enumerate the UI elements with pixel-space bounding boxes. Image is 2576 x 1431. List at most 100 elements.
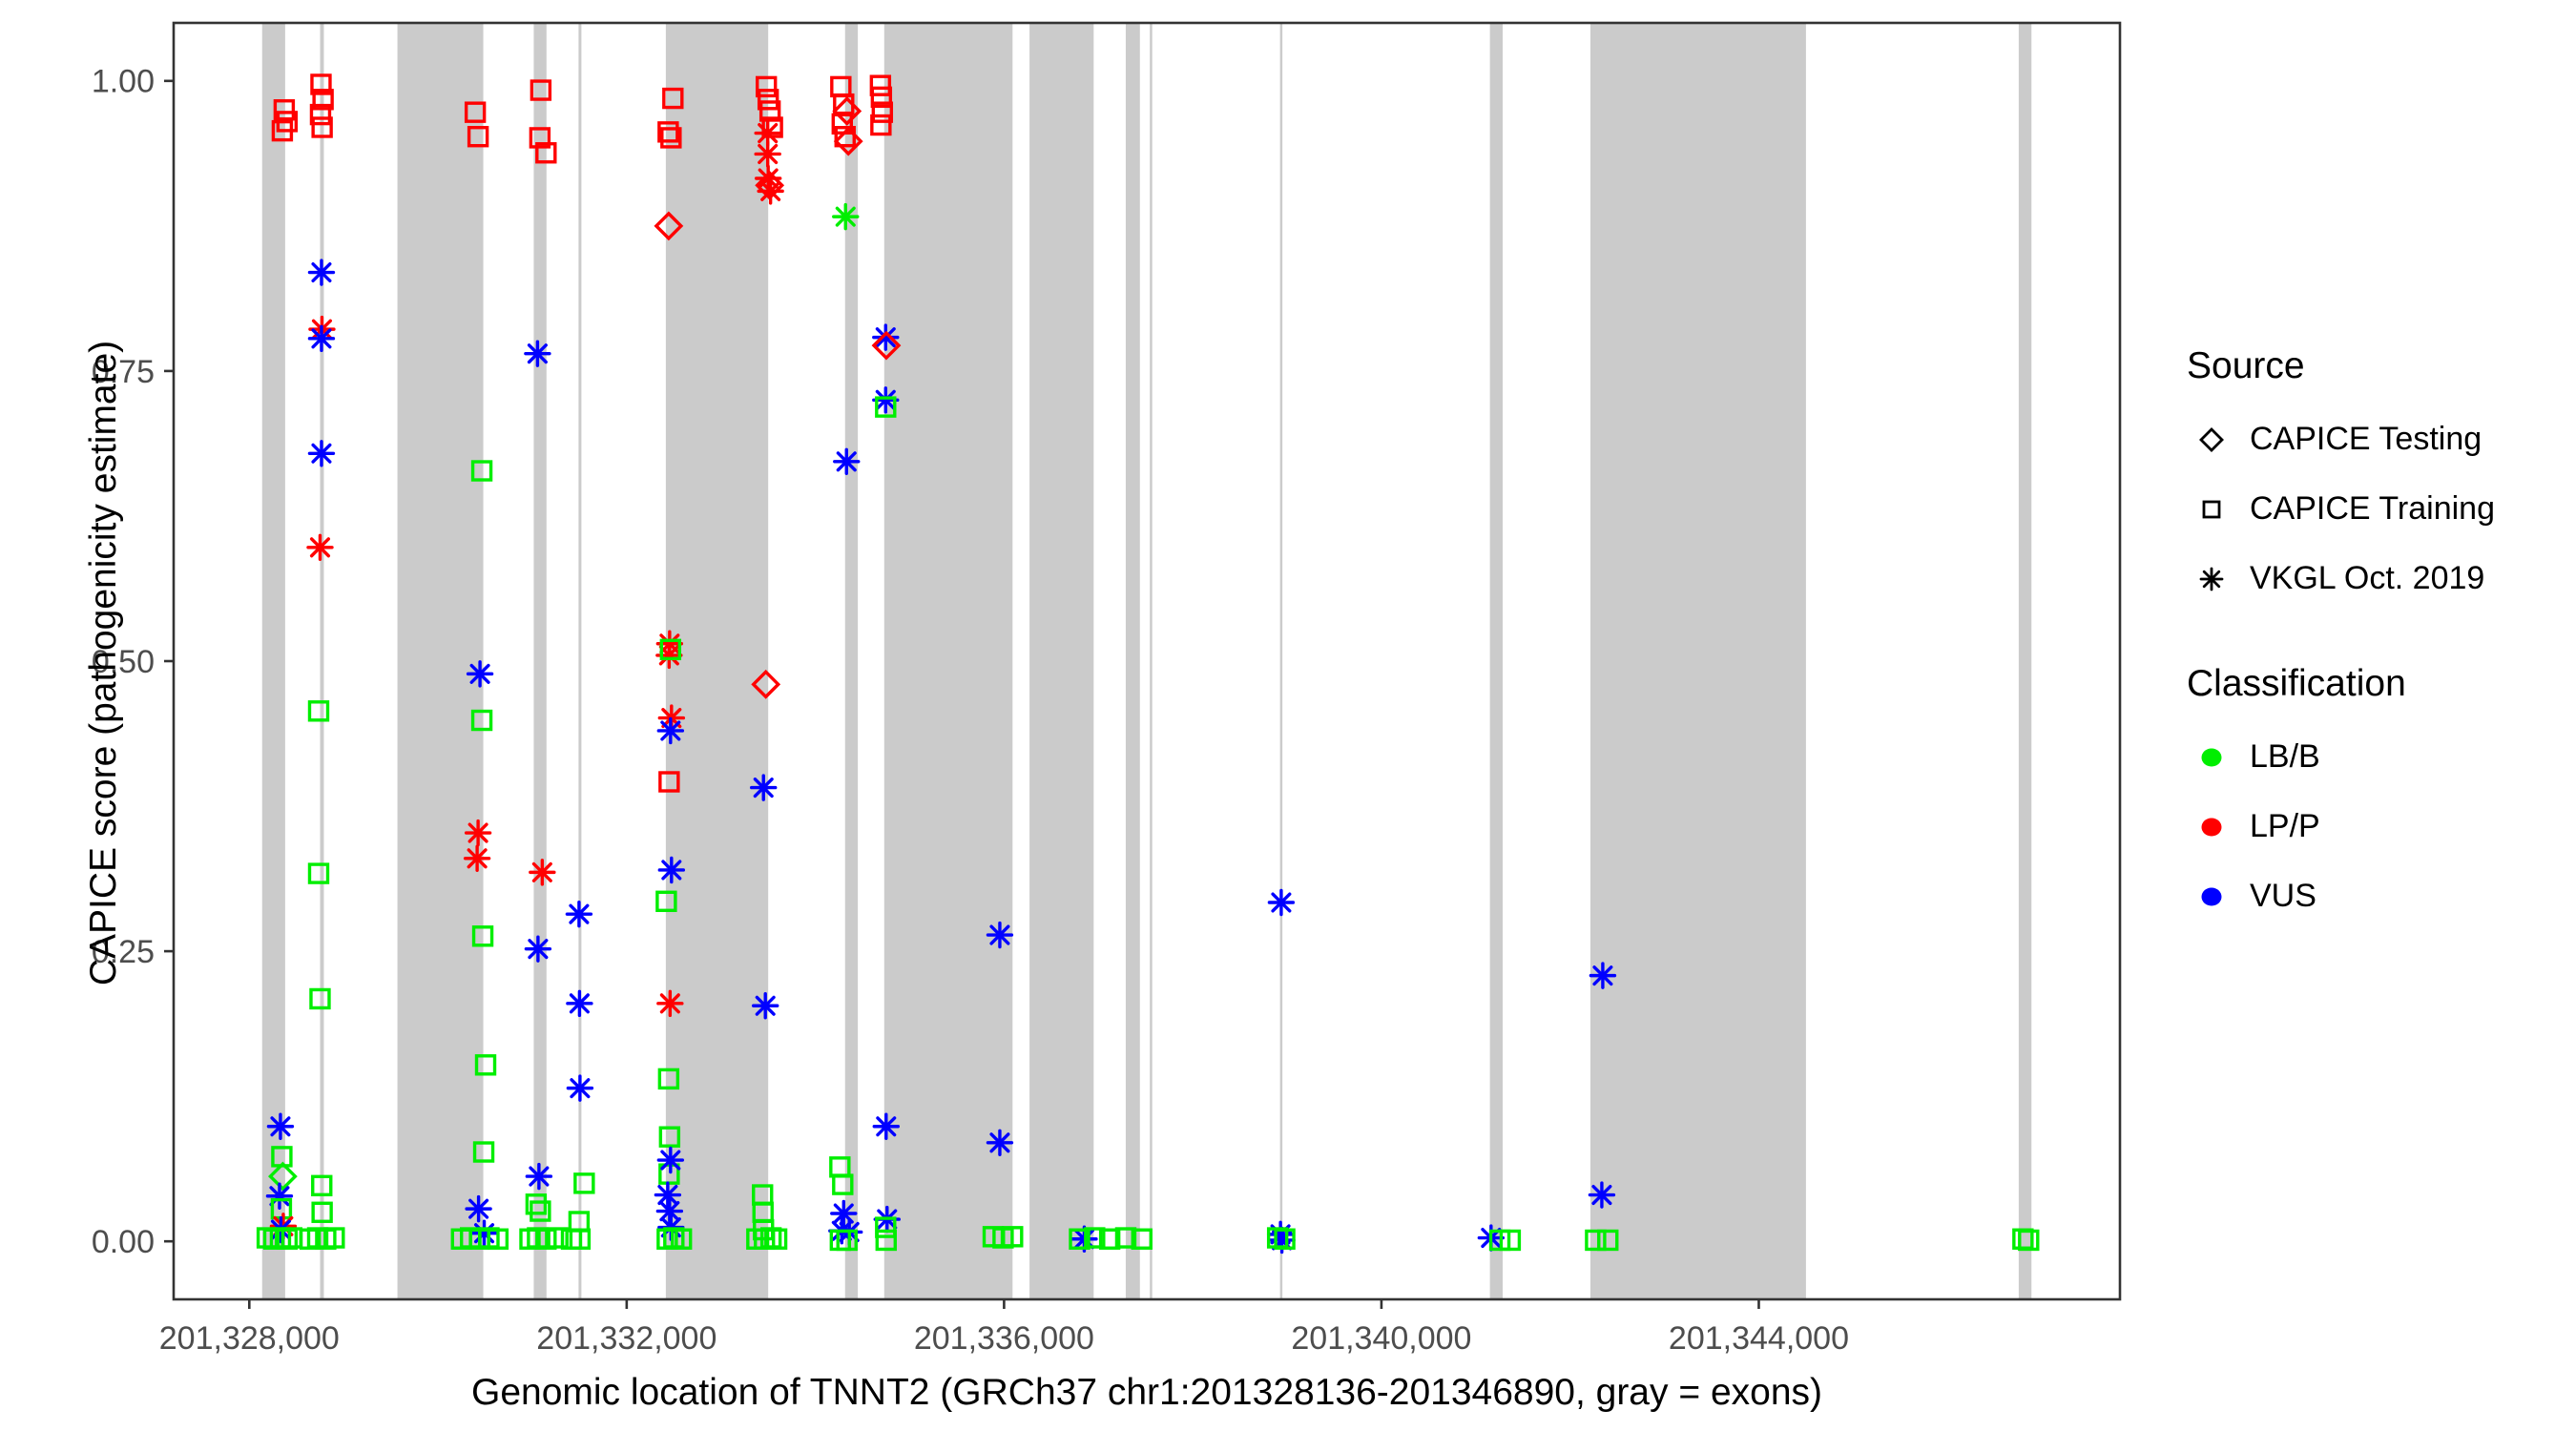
data-point-asterisk	[463, 844, 491, 872]
x-tick-label: 201,340,000	[1291, 1320, 1471, 1357]
data-point-square	[312, 89, 334, 111]
data-point-asterisk	[654, 1181, 682, 1209]
data-point-square	[525, 1193, 548, 1215]
data-point-asterisk	[464, 819, 492, 847]
legend-gap	[2187, 613, 2568, 663]
data-point-asterisk	[1589, 962, 1617, 989]
data-point-square	[765, 1228, 788, 1250]
data-point-diamond	[755, 170, 785, 200]
data-point-asterisk	[986, 921, 1014, 949]
data-point-square	[1002, 1226, 1024, 1248]
data-point-square	[1069, 1228, 1091, 1250]
data-point-square	[1585, 1229, 1607, 1252]
x-tick-label: 201,344,000	[1669, 1320, 1849, 1357]
data-point-asterisk	[657, 856, 686, 884]
data-point-asterisk	[656, 1146, 685, 1174]
legend-item-diamond-icon: CAPICE Testing	[2187, 404, 2568, 474]
data-point-square	[875, 1229, 897, 1252]
data-point-square	[487, 1228, 509, 1250]
data-point-square	[871, 101, 894, 123]
exon-band	[1150, 23, 1153, 1299]
legend-key-icon	[2202, 500, 2221, 518]
data-point-square	[670, 1228, 693, 1250]
data-point-asterisk	[525, 1162, 553, 1191]
data-point-square	[547, 1227, 569, 1249]
legend-item-class-dot: VUS	[2187, 861, 2568, 931]
data-point-square	[758, 100, 781, 122]
legend-item-label: LB/B	[2250, 738, 2320, 775]
exon-band	[2018, 23, 2032, 1299]
data-point-square	[273, 99, 296, 121]
data-point-square	[309, 103, 332, 126]
y-tick-label: 1.00	[92, 64, 155, 100]
data-point-square	[530, 1200, 551, 1222]
legend-item-label: VKGL Oct. 2019	[2250, 560, 2485, 596]
data-point-diamond	[871, 330, 902, 361]
exon-band	[1489, 23, 1503, 1299]
data-point-square	[875, 1216, 897, 1238]
exon-band	[1589, 23, 1806, 1299]
data-point-square	[310, 73, 332, 95]
data-point-asterisk	[830, 1199, 858, 1228]
data-point-asterisk	[566, 989, 593, 1018]
legend-classification-title: Classification	[2187, 663, 2406, 704]
data-point-square	[875, 396, 897, 418]
legend-key-icon	[2201, 887, 2222, 905]
data-point-square	[535, 142, 557, 164]
data-point-square	[529, 127, 551, 149]
legend-source-items: CAPICE Testing CAPICE Training VKGL Oct. 2…	[2187, 404, 2568, 613]
data-point-square	[1597, 1229, 1619, 1252]
y-tick-label: 0.75	[92, 354, 155, 390]
legend-item-square-icon: CAPICE Training	[2187, 474, 2568, 544]
data-point-square	[757, 89, 779, 111]
data-point-square	[467, 126, 489, 148]
data-point-asterisk	[470, 1219, 498, 1247]
data-point-asterisk	[307, 324, 336, 353]
exon-band	[665, 23, 769, 1299]
data-point-square	[311, 1201, 333, 1223]
data-point-square	[869, 74, 892, 96]
data-point-diamond	[654, 211, 684, 241]
data-point-square	[472, 1141, 495, 1163]
data-point-square	[535, 1228, 557, 1250]
data-point-diamond	[268, 1161, 298, 1192]
data-point-asterisk	[524, 935, 552, 963]
data-point-square	[530, 79, 552, 101]
exon-band	[883, 23, 1013, 1299]
exon-band	[1029, 23, 1094, 1299]
y-tick-label: 0.00	[92, 1224, 155, 1260]
data-point-square	[832, 1173, 854, 1195]
data-point-square	[2018, 1229, 2040, 1252]
data-point-square	[657, 121, 679, 143]
y-axis-title: CAPICE score (pathogenicity estimate)	[83, 340, 124, 986]
exon-band	[844, 23, 859, 1299]
data-point-square	[1499, 1229, 1522, 1252]
legend-item-label: LP/P	[2250, 808, 2320, 844]
data-point-square	[311, 1174, 333, 1196]
exon-band	[397, 23, 484, 1299]
data-point-diamond	[832, 96, 862, 126]
data-point-asterisk	[266, 1112, 295, 1140]
data-point-square	[662, 87, 684, 110]
data-point-asterisk	[750, 774, 778, 801]
exon-band	[1125, 23, 1140, 1299]
data-point-square	[1084, 1227, 1106, 1249]
exon-band	[261, 23, 285, 1299]
data-point-asterisk	[656, 716, 685, 745]
data-point-square	[470, 460, 493, 482]
data-point-asterisk	[872, 323, 900, 351]
data-point-square	[658, 1126, 681, 1148]
exon-band	[578, 23, 582, 1299]
legend-key-icon	[2201, 818, 2222, 836]
legend-key-icon	[2199, 426, 2224, 452]
legend-source-title: Source	[2187, 345, 2305, 386]
legend-item-class-dot: LB/B	[2187, 722, 2568, 792]
legend-item-label: VUS	[2250, 878, 2316, 914]
data-point-asterisk	[872, 1112, 900, 1140]
data-point-asterisk	[529, 859, 556, 886]
legend-item-asterisk-icon: VKGL Oct. 2019	[2187, 544, 2568, 613]
data-point-square	[307, 862, 330, 884]
legend-item-label: CAPICE Training	[2250, 490, 2495, 527]
data-point-square	[1274, 1228, 1296, 1250]
